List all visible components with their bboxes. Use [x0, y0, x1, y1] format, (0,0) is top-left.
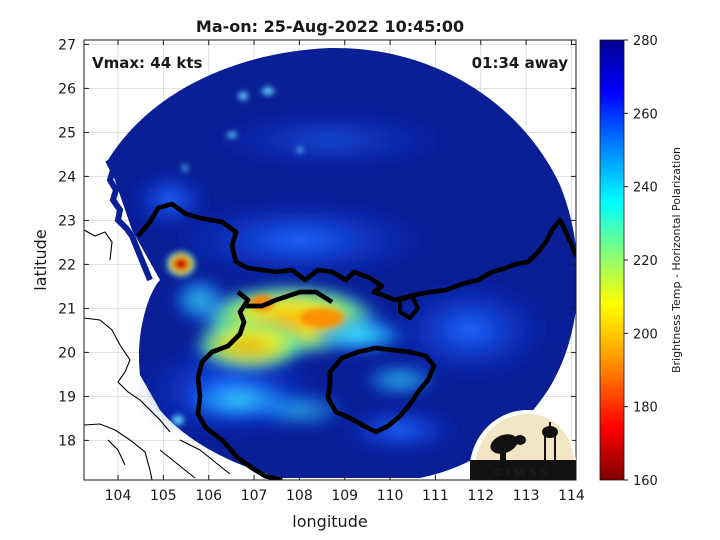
- time-away-label: 01:34 away: [472, 54, 569, 72]
- x-tick-label: 114: [558, 488, 585, 504]
- logo-text: CIMSS: [494, 466, 552, 479]
- y-tick-label: 21: [58, 301, 76, 317]
- vmax-label: Vmax: 44 kts: [92, 54, 202, 72]
- y-tick-label: 20: [58, 345, 76, 361]
- x-tick-label: 107: [241, 488, 268, 504]
- colorbar-tick-label: 220: [633, 254, 658, 269]
- y-tick-label: 22: [58, 257, 76, 273]
- y-tick-label: 26: [58, 81, 76, 97]
- y-tick-label: 25: [58, 125, 76, 141]
- x-tick-label: 106: [195, 488, 222, 504]
- y-tick-label: 24: [58, 169, 76, 185]
- satellite-dish-icon: [490, 434, 526, 460]
- colorbar-tick-label: 200: [633, 327, 658, 342]
- water-tower-icon: [542, 422, 558, 460]
- x-tick-label: 109: [331, 488, 358, 504]
- colorbar-tick-label: 160: [633, 474, 658, 489]
- x-tick-label: 111: [422, 488, 449, 504]
- colorbar: 160 180 200 220 240 260 280 Brightness Temp - …: [599, 34, 683, 489]
- y-axis-label: latitude: [31, 229, 50, 290]
- x-tick-label: 108: [286, 488, 313, 504]
- colorbar-tick-label: 260: [633, 107, 658, 122]
- y-tick-label: 19: [58, 389, 76, 405]
- coastline: [84, 201, 576, 480]
- x-tick-label: 112: [467, 488, 494, 504]
- axes-frame: [83, 39, 577, 481]
- colorbar-tick-label: 240: [633, 181, 658, 196]
- axis-ticks: 104 105 106 107 108 109 110 111 112 113 114 18 19 20 2…: [58, 37, 585, 504]
- swath-edge: [105, 158, 153, 282]
- cimss-logo: CIMSS: [470, 410, 576, 480]
- colorbar-tick-label: 280: [633, 34, 658, 49]
- colorbar-ticks: 160 180 200 220 240 260 280: [624, 34, 658, 489]
- x-axis-label: longitude: [292, 512, 367, 531]
- colorbar-label: Brightness Temp - Horizontal Polarizatio…: [670, 147, 683, 373]
- x-tick-label: 104: [105, 488, 132, 504]
- colorbar-tick-label: 180: [633, 401, 658, 416]
- y-tick-label: 18: [58, 433, 76, 449]
- y-tick-label: 27: [58, 37, 76, 53]
- x-tick-label: 113: [513, 488, 540, 504]
- y-tick-label: 23: [58, 213, 76, 229]
- country-borders: [84, 229, 231, 480]
- figure-title: Ma-on: 25-Aug-2022 10:45:00: [196, 17, 464, 36]
- swath-image: [84, 47, 576, 480]
- colorbar-gradient: [599, 39, 625, 481]
- x-tick-label: 110: [377, 488, 404, 504]
- x-tick-label: 105: [150, 488, 177, 504]
